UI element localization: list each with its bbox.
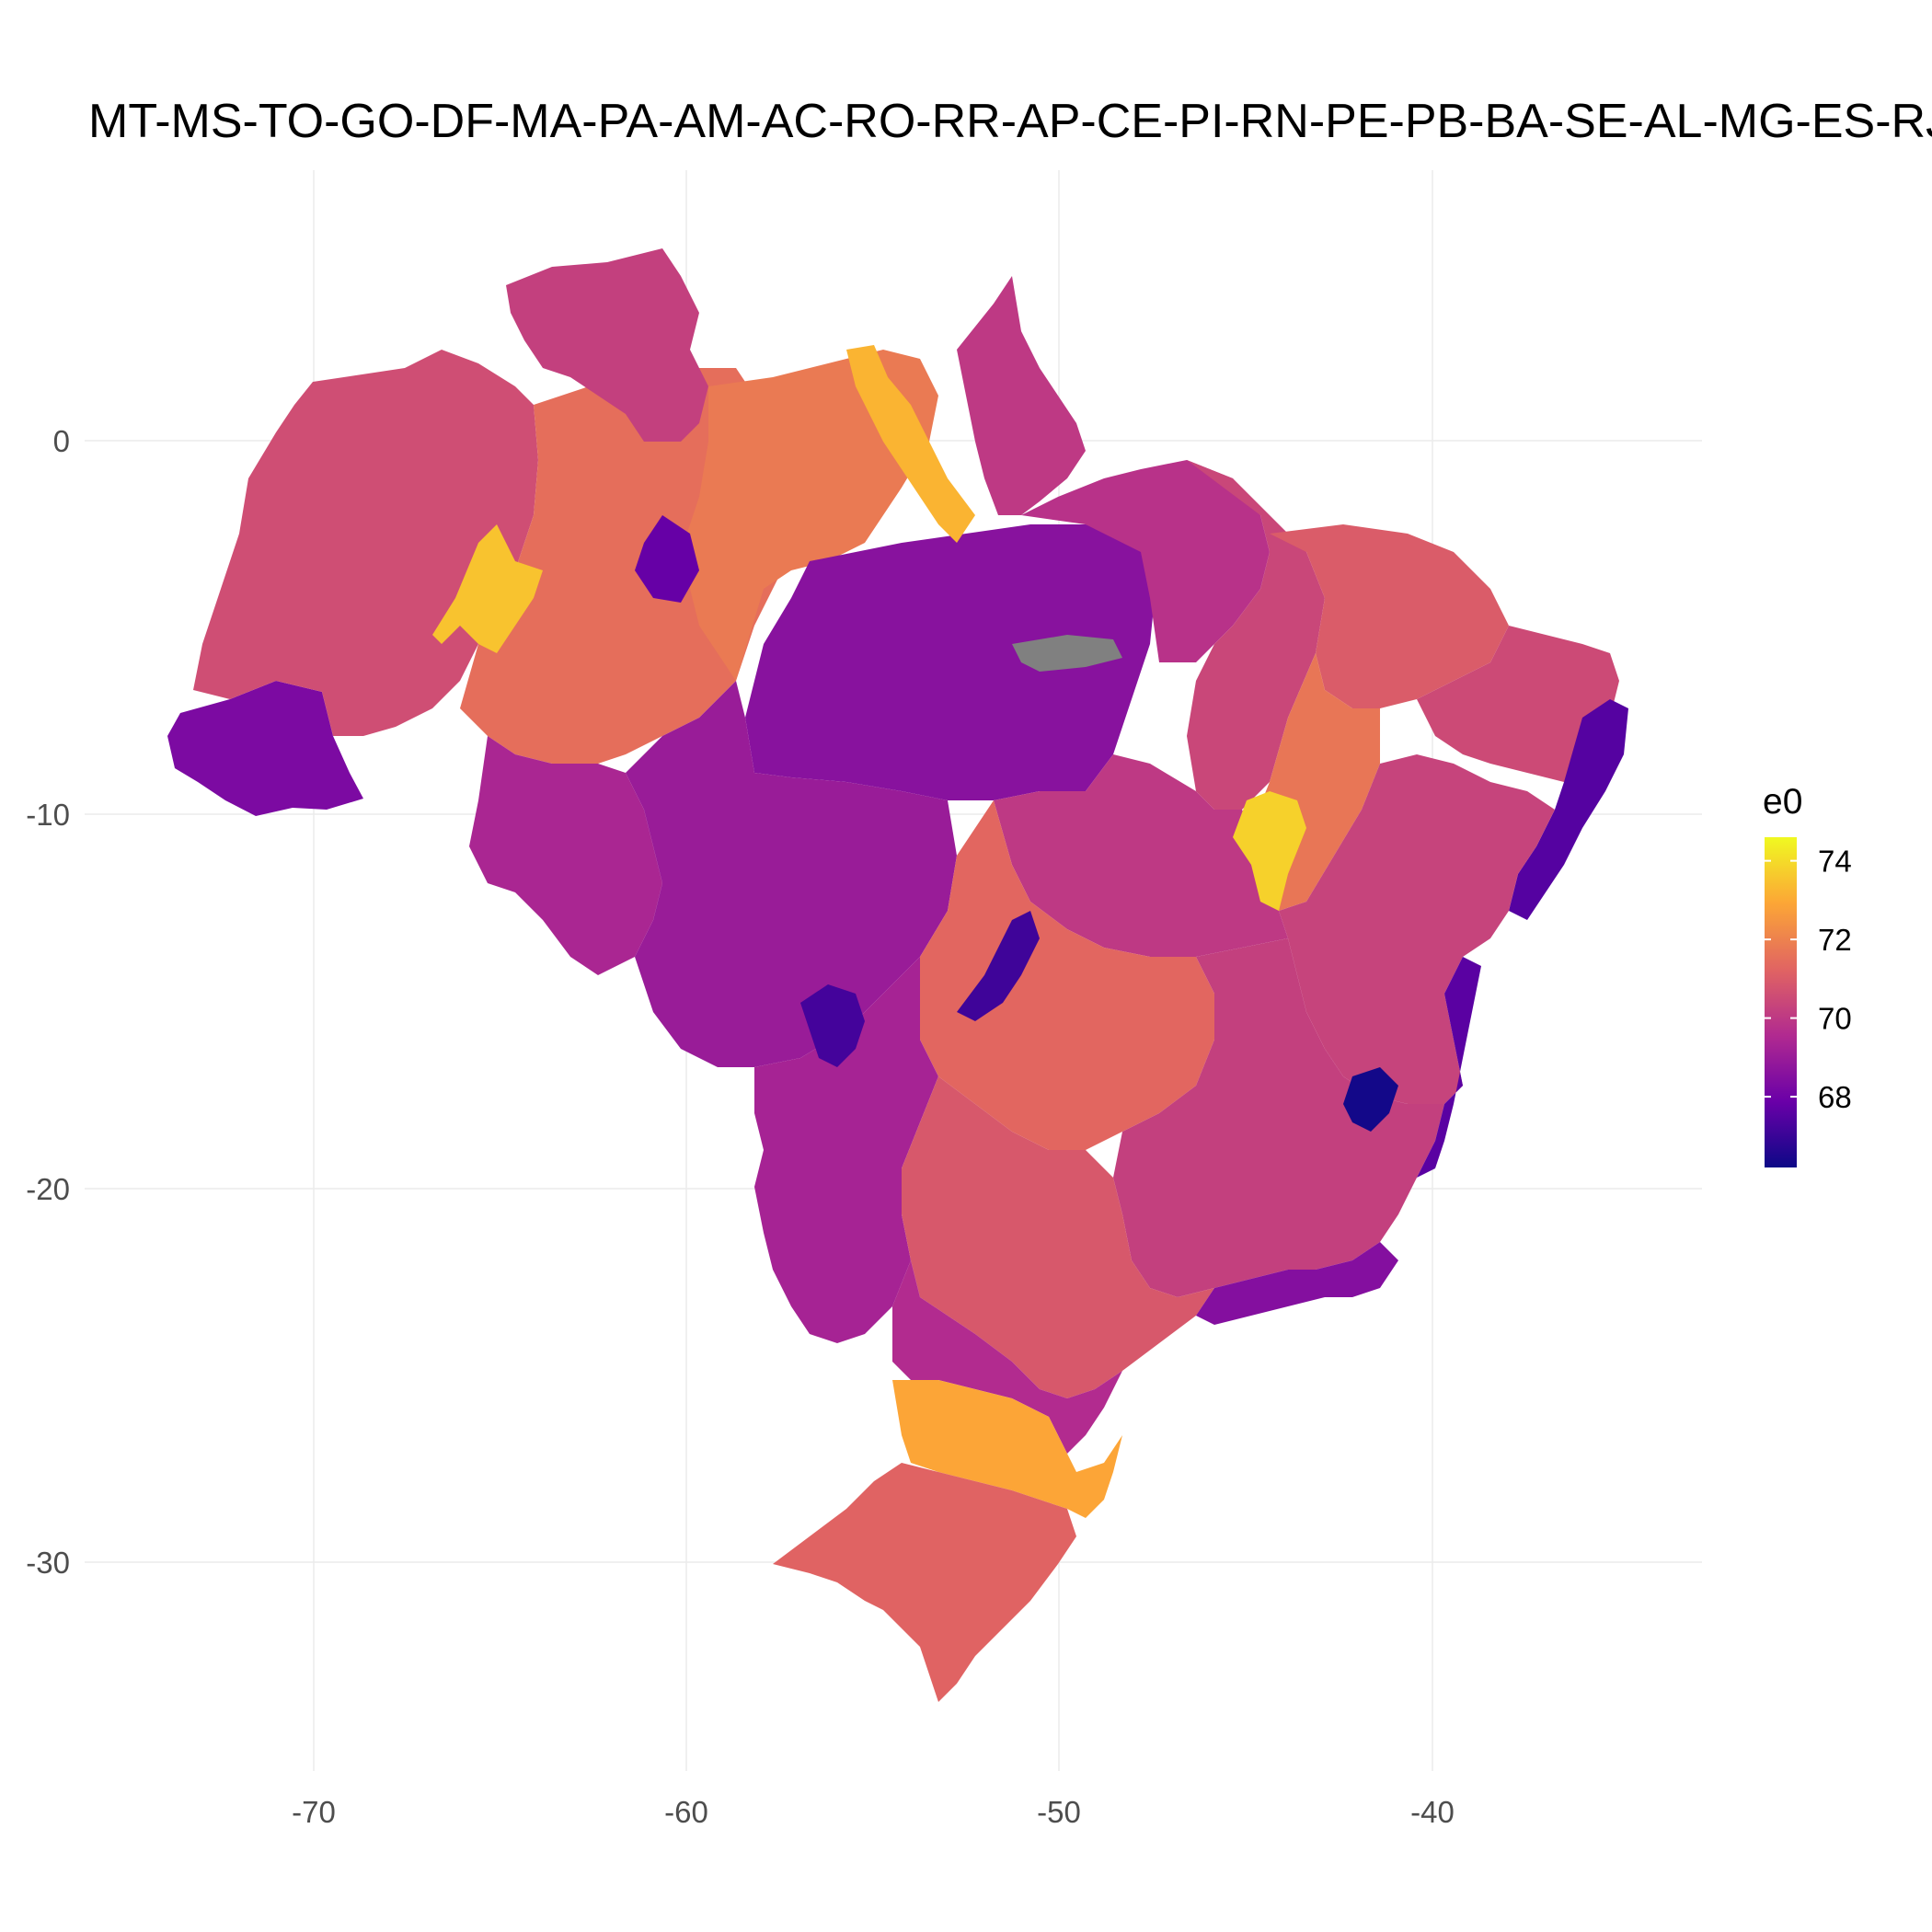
region <box>635 515 699 603</box>
legend-ticks <box>1765 859 1797 1098</box>
x-tick-label: -60 <box>664 1795 708 1829</box>
legend-colorbar <box>1765 837 1797 1167</box>
region <box>957 911 1040 1021</box>
y-tick-label: -30 <box>26 1546 70 1580</box>
x-axis: -70 -60 -50 -40 <box>292 1795 1455 1829</box>
region <box>1187 460 1325 810</box>
map-title: MT-MS-TO-GO-DF-MA-PA-AM-AC-RO-RR-AP-CE-P… <box>88 95 1932 148</box>
region <box>1417 626 1619 782</box>
region <box>1196 1242 1398 1325</box>
y-tick-label: -20 <box>26 1172 70 1206</box>
region <box>681 350 938 681</box>
region <box>800 984 865 1067</box>
legend-label: 70 <box>1818 1002 1852 1036</box>
region <box>902 1076 1214 1398</box>
region <box>957 276 1086 515</box>
region <box>911 800 1214 1150</box>
map-regions <box>167 248 1628 1702</box>
region <box>1021 460 1270 662</box>
region <box>469 736 662 975</box>
region <box>1270 524 1509 708</box>
legend-label: 72 <box>1818 923 1852 957</box>
legend-title: e0 <box>1763 782 1802 822</box>
region <box>892 1380 1122 1518</box>
region <box>167 681 363 816</box>
region <box>193 350 538 736</box>
region <box>432 524 543 653</box>
region <box>1012 635 1122 672</box>
region <box>892 1260 1122 1454</box>
region <box>1343 1067 1398 1132</box>
region <box>745 524 1159 800</box>
y-tick-label: 0 <box>53 424 70 458</box>
region <box>1113 938 1444 1297</box>
region <box>626 681 957 1067</box>
x-tick-label: -70 <box>292 1795 336 1829</box>
region <box>1279 754 1555 1104</box>
x-tick-label: -40 <box>1410 1795 1455 1829</box>
region <box>773 1463 1076 1702</box>
region <box>994 754 1288 957</box>
y-tick-label: -10 <box>26 798 70 832</box>
region <box>754 957 938 1343</box>
region <box>1417 957 1481 1178</box>
legend-label: 68 <box>1818 1080 1852 1114</box>
y-axis: 0 -10 -20 -30 <box>26 424 70 1580</box>
region <box>1233 791 1306 911</box>
region <box>846 345 975 543</box>
color-legend: e0 74 72 70 68 <box>1763 782 1852 1167</box>
x-tick-label: -50 <box>1037 1795 1081 1829</box>
legend-label: 74 <box>1818 845 1852 879</box>
region <box>506 248 708 442</box>
region <box>1509 699 1628 920</box>
